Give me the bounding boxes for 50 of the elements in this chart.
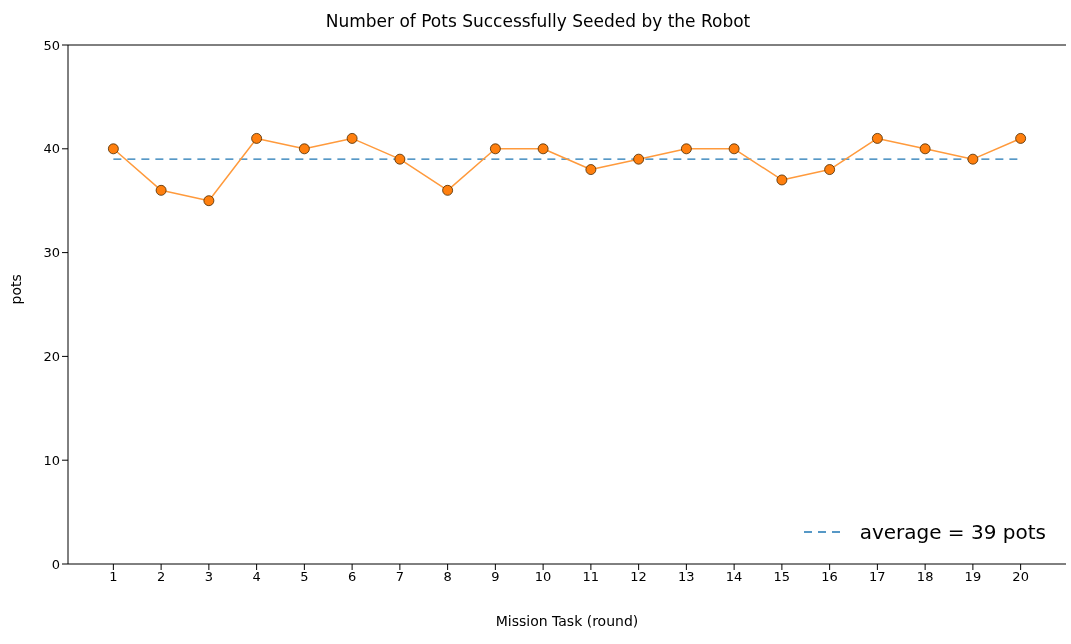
point	[537, 143, 549, 155]
x-tick-label: 5	[300, 569, 309, 585]
x-tick-label: 17	[869, 569, 886, 585]
x-tick-label: 11	[582, 569, 600, 585]
point	[107, 143, 119, 155]
point	[251, 133, 263, 144]
x-tick-label: 8	[443, 569, 452, 585]
y-tick-label: 30	[43, 245, 60, 261]
x-tick-label: 9	[491, 569, 500, 585]
point	[776, 174, 788, 186]
point	[203, 195, 215, 207]
point	[824, 164, 836, 175]
x-tick-label: 18	[916, 569, 934, 585]
point	[442, 184, 454, 196]
y-tick-label: 0	[51, 556, 60, 572]
x-tick-label: 1	[109, 569, 118, 585]
x-tick-label: 20	[1012, 569, 1029, 585]
x-tick-label: 2	[156, 569, 166, 585]
x-tick-label: 19	[964, 569, 982, 585]
y-tick-label: 20	[43, 349, 60, 365]
x-tick-label: 7	[395, 569, 405, 585]
y-tick-label: 10	[43, 452, 60, 468]
point	[489, 143, 501, 155]
x-tick-label: 16	[821, 569, 838, 585]
point	[585, 164, 597, 175]
y-tick-label: 40	[43, 141, 60, 157]
point	[298, 143, 310, 155]
x-tick-label: 10	[534, 569, 552, 585]
legend-label: average = 39 pots	[859, 520, 1046, 544]
x-tick-label: 6	[347, 569, 357, 585]
point	[967, 153, 979, 165]
x-tick-label: 15	[773, 569, 791, 585]
x-axis-title: Mission Task (round)	[495, 613, 639, 629]
x-tick-label: 14	[725, 569, 743, 585]
point	[728, 143, 740, 155]
y-tick-label: 50	[43, 37, 60, 53]
chart-title: Number of Pots Successfully Seeded by the Robot	[324, 10, 752, 33]
point	[1015, 133, 1027, 144]
point	[871, 133, 883, 144]
y-axis-title: pots	[7, 274, 24, 305]
x-tick-label: 12	[630, 569, 647, 585]
point	[346, 133, 358, 144]
point	[680, 143, 692, 155]
point	[394, 153, 406, 165]
point	[633, 153, 645, 165]
point	[155, 184, 167, 196]
x-tick-label: 4	[252, 569, 261, 585]
point	[919, 143, 931, 155]
x-tick-label: 13	[678, 569, 695, 585]
x-tick-label: 3	[204, 569, 214, 585]
